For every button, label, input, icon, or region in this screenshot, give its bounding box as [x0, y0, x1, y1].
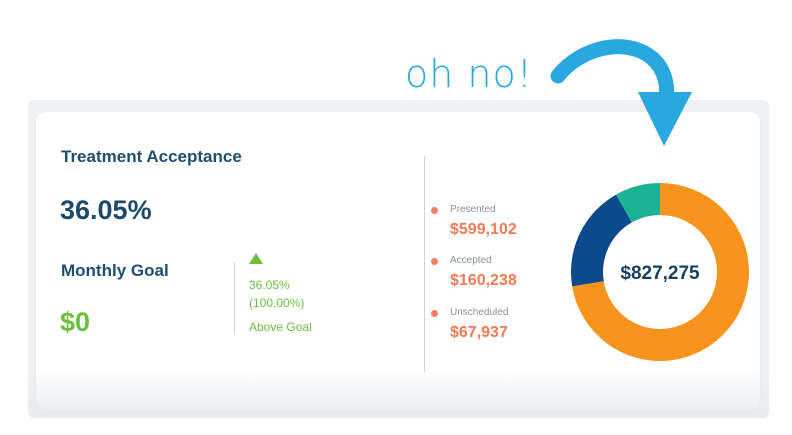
- legend-dot-presented: [431, 207, 438, 214]
- legend-value-accepted: $160,238: [450, 272, 517, 289]
- donut-slice-unscheduled: [616, 183, 660, 223]
- triangle-up-icon: [249, 253, 263, 264]
- legend-label-presented: Presented: [450, 204, 496, 215]
- treatment-acceptance-card: [36, 112, 760, 410]
- annotation-text: oh no!: [405, 52, 533, 96]
- trend-value: 36.05%: [249, 278, 290, 292]
- donut-center-total: $827,275: [620, 263, 700, 284]
- donut-chart: $827,275: [571, 183, 749, 361]
- section-divider: [424, 156, 425, 372]
- acceptance-rate: 36.05%: [60, 195, 152, 225]
- legend-dot-accepted: [431, 258, 438, 265]
- legend-value-unscheduled: $67,937: [450, 324, 508, 341]
- monthly-goal-value: $0: [60, 307, 91, 337]
- legend-value-presented: $599,102: [450, 221, 517, 238]
- legend-label-accepted: Accepted: [450, 255, 492, 266]
- trend-status: Above Goal: [249, 320, 312, 334]
- legend-label-unscheduled: Unscheduled: [450, 307, 509, 318]
- monthly-goal-label: Monthly Goal: [61, 261, 169, 280]
- donut-slice-presented: [572, 183, 749, 361]
- legend-dot-unscheduled: [431, 310, 438, 317]
- curved-arrow-icon: [550, 39, 692, 146]
- goal-divider: [234, 262, 235, 334]
- card-title: Treatment Acceptance: [61, 147, 242, 166]
- donut-slice-accepted: [571, 194, 632, 287]
- trend-percent: (100.00%): [249, 296, 305, 310]
